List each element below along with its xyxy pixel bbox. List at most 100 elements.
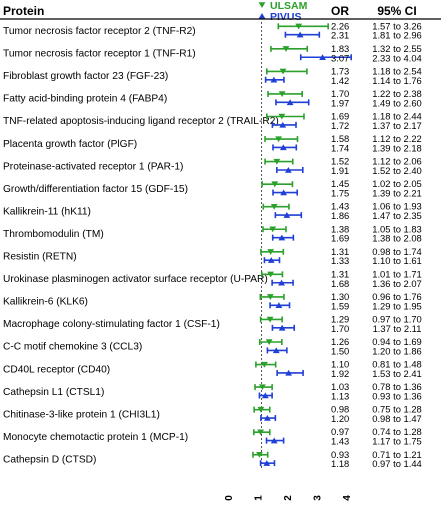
ulsam-point (270, 203, 278, 210)
ulsam-point (261, 361, 268, 368)
ulsam-ci-value: 0.71 to 1.21 (372, 449, 422, 460)
protein-column-header: Protein (3, 4, 44, 18)
protein-label: Tumor necrosis factor receptor 2 (TNF-R2… (3, 26, 196, 37)
ulsam-ci-value: 1.05 to 1.83 (372, 223, 422, 234)
ulsam-point (282, 46, 290, 52)
forest-row: Fibroblast growth factor 23 (FGF-23) 1.73… (3, 65, 422, 85)
pivus-ci-value: 1.81 to 2.96 (372, 30, 422, 41)
ulsam-or-value: 1.31 (331, 268, 349, 279)
ulsam-ci-value: 1.01 to 1.71 (372, 268, 422, 279)
x-tick-label: 0 (224, 495, 235, 501)
ulsam-ci-value: 1.02 to 2.05 (372, 178, 422, 189)
ulsam-or-value: 0.97 (331, 426, 349, 437)
pivus-or-value: 1.74 (331, 142, 349, 153)
header: Protein OR 95% CI (3, 4, 417, 18)
pivus-ci-value: 2.33 to 4.04 (372, 52, 422, 63)
protein-label: Urokinase plasminogen activator surface … (3, 274, 268, 285)
protein-label: Fibroblast growth factor 23 (FGF-23) (3, 71, 168, 82)
pivus-ci-value: 0.97 to 1.44 (372, 458, 422, 469)
protein-label: Kallikrein-11 (hK11) (3, 206, 91, 217)
protein-label: Kallikrein-6 (KLK6) (3, 297, 88, 308)
or-column-header: OR (331, 4, 349, 18)
x-tick-label: 2 (283, 495, 294, 501)
pivus-ci-value: 1.49 to 2.60 (372, 97, 422, 108)
pivus-point (270, 437, 278, 444)
pivus-or-value: 2.31 (331, 30, 349, 41)
pivus-point (285, 369, 293, 376)
pivus-point (279, 121, 287, 128)
x-tick-label: 1 (254, 495, 265, 501)
x-axis: 0 1 2 3 4 (224, 495, 353, 501)
protein-label: Cathepsin D (CTSD) (3, 454, 96, 465)
pivus-point (279, 144, 287, 151)
ulsam-ci-value: 1.12 to 2.06 (372, 156, 422, 167)
ulsam-point (266, 316, 274, 323)
pivus-or-value: 1.75 (331, 188, 349, 199)
protein-label: C-C motif chemokine 3 (CCL3) (3, 342, 142, 353)
ulsam-point (269, 226, 277, 233)
ulsam-point (275, 136, 283, 143)
forest-row: Cathepsin D (CTSD) 0.93 0.71 to 1.21 1.18 0.… (3, 449, 422, 469)
pivus-or-value: 1.33 (331, 255, 349, 266)
ulsam-ci-value: 1.57 to 3.26 (372, 20, 422, 31)
forest-row: Monocyte chemotactic protein 1 (MCP-1) 0.… (3, 426, 422, 446)
ulsam-point (279, 68, 287, 75)
pivus-ci-value: 1.39 to 2.18 (372, 142, 422, 153)
pivus-or-value: 1.70 (331, 323, 349, 334)
forest-row: Fatty acid-binding protein 4 (FABP4) 1.70… (3, 88, 422, 108)
ulsam-ci-value: 0.75 to 1.28 (372, 404, 422, 415)
pivus-or-value: 1.59 (331, 300, 349, 311)
pivus-ci-value: 0.98 to 1.47 (372, 413, 422, 424)
legend-marker-pivus (258, 12, 266, 19)
pivus-or-value: 1.13 (331, 391, 349, 402)
protein-label: Placenta growth factor (PlGF) (3, 139, 137, 150)
pivus-point (296, 31, 304, 38)
ulsam-ci-value: 0.96 to 1.76 (372, 291, 422, 302)
pivus-ci-value: 1.14 to 1.76 (372, 75, 422, 86)
ulsam-point (258, 384, 266, 391)
pivus-ci-value: 1.47 to 2.35 (372, 210, 422, 221)
ulsam-or-value: 1.10 (331, 359, 349, 370)
pivus-point (278, 324, 286, 331)
forest-row: C-C motif chemokine 3 (CCL3) 1.26 0.94 to … (3, 336, 422, 356)
pivus-ci-value: 1.52 to 2.40 (372, 165, 422, 176)
protein-label: Chitinase-3-like protein 1 (CHI3L1) (3, 409, 160, 420)
forest-row: TNF-related apoptosis-inducing ligand re… (3, 111, 422, 131)
ulsam-or-value: 1.26 (331, 336, 349, 347)
pivus-ci-value: 1.36 to 2.07 (372, 278, 422, 289)
protein-label: Tumor necrosis factor receptor 1 (TNF-R1… (3, 49, 196, 60)
pivus-point (278, 234, 286, 241)
ulsam-ci-value: 0.81 to 1.48 (372, 359, 422, 370)
rows: Tumor necrosis factor receptor 2 (TNF-R2… (3, 20, 422, 469)
forest-row: Urokinase plasminogen activator surface … (3, 268, 422, 288)
x-tick-label: 4 (342, 495, 353, 501)
forest-row: Tumor necrosis factor receptor 1 (TNF-R1… (3, 43, 422, 63)
ulsam-ci-value: 1.32 to 2.55 (372, 43, 422, 54)
ulsam-ci-value: 0.98 to 1.74 (372, 246, 422, 257)
ulsam-point (266, 294, 274, 300)
ulsam-or-value: 1.69 (331, 111, 349, 122)
ulsam-or-value: 1.43 (331, 201, 349, 212)
x-tick-label: 3 (313, 495, 324, 501)
ulsam-or-value: 0.98 (331, 404, 349, 415)
protein-label: Fatty acid-binding protein 4 (FABP4) (3, 94, 167, 105)
ulsam-ci-value: 1.06 to 1.93 (372, 201, 422, 212)
forest-row: Tumor necrosis factor receptor 2 (TNF-R2… (3, 20, 422, 40)
pivus-or-value: 1.86 (331, 210, 349, 221)
ulsam-or-value: 1.45 (331, 178, 349, 189)
pivus-ci-value: 1.20 to 1.86 (372, 345, 422, 356)
ulsam-or-value: 1.73 (331, 65, 349, 76)
protein-label: Cathepsin L1 (CTSL1) (3, 387, 104, 398)
ulsam-ci-value: 1.22 to 2.38 (372, 88, 422, 99)
pivus-point (272, 347, 280, 354)
ulsam-point (257, 406, 265, 413)
legend-marker-ulsam (258, 2, 266, 9)
protein-label: Macrophage colony-stimulating factor 1 (… (3, 319, 220, 330)
pivus-point (283, 212, 291, 218)
pivus-point (270, 76, 278, 83)
pivus-ci-value: 1.39 to 2.21 (372, 188, 422, 199)
ulsam-point (267, 249, 275, 255)
legend-label-pivus: PIVUS (270, 11, 302, 23)
protein-label: TNF-related apoptosis-inducing ligand re… (3, 116, 279, 127)
